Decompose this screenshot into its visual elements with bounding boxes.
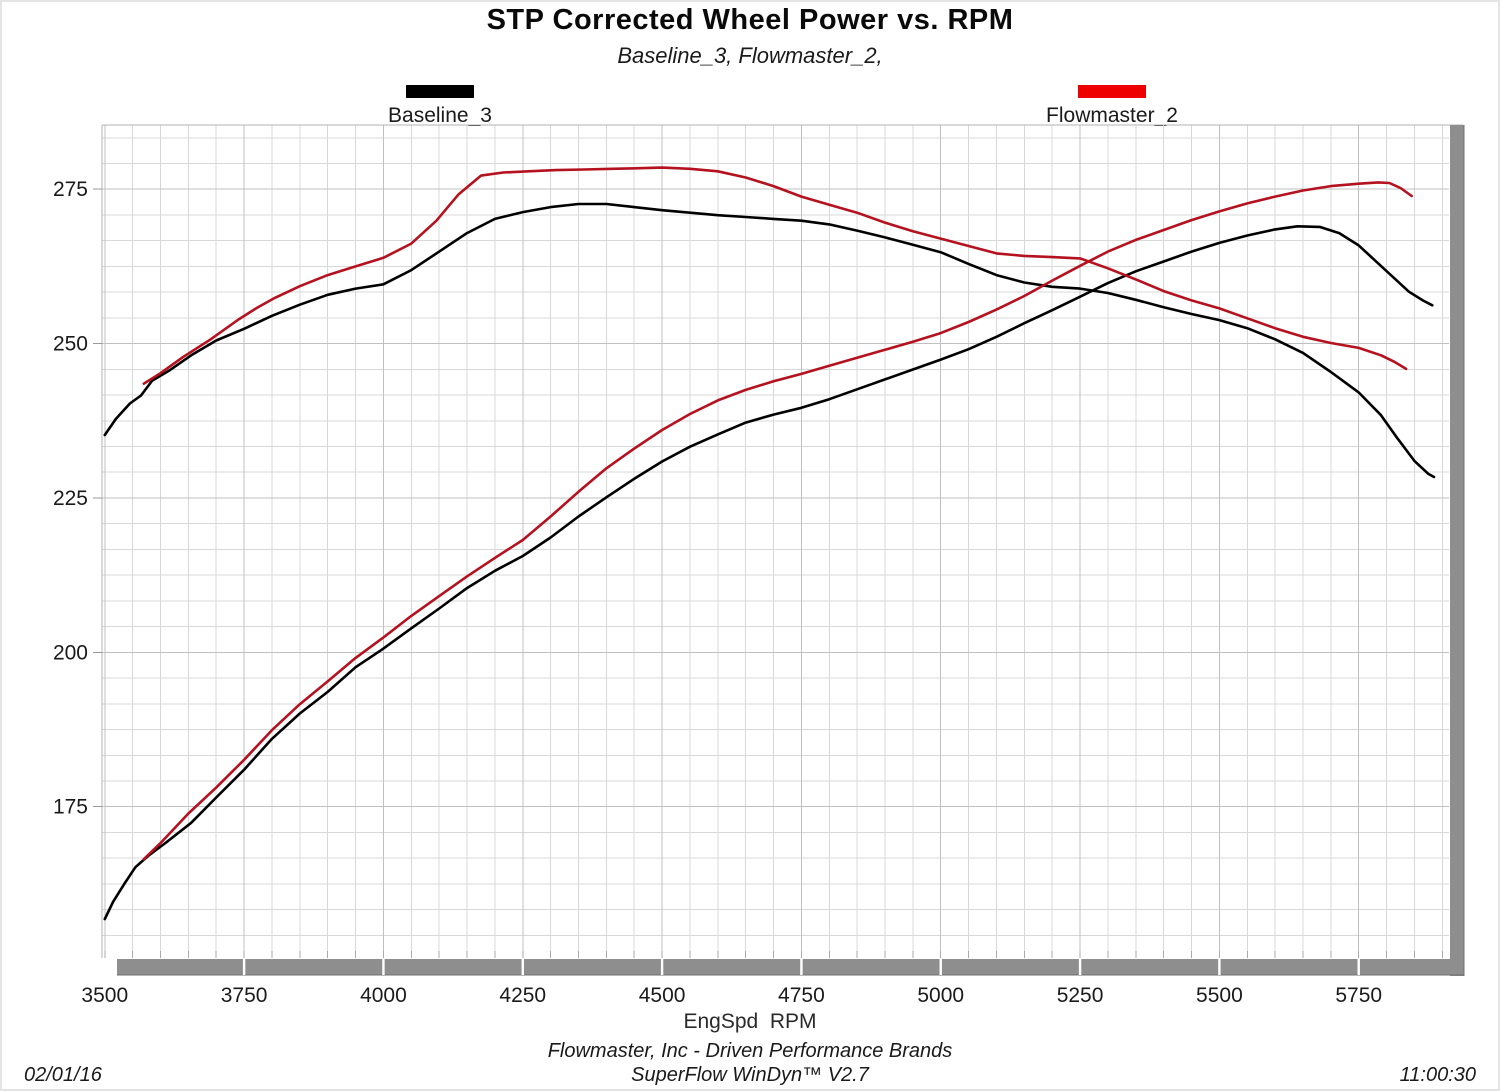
legend-label-baseline: Baseline_3 — [388, 104, 492, 127]
x-major-tick-notch — [800, 959, 803, 975]
x-major-tick-notch — [382, 959, 385, 975]
x-tick-label: 4250 — [499, 984, 546, 1007]
footer-date: 02/01/16 — [24, 1064, 102, 1086]
x-axis-title: EngSpd RPM — [683, 1010, 817, 1033]
x-tick-label: 4750 — [778, 984, 825, 1007]
legend-item-flowmaster: Flowmaster_2 — [1002, 85, 1222, 128]
curve-baseline_3-lower — [103, 225, 1434, 921]
x-major-tick-notch — [660, 959, 664, 975]
y-tick-label: 250 — [53, 333, 88, 356]
page-title: STP Corrected Wheel Power vs. RPM — [486, 4, 1014, 36]
x-major-tick-notch — [1218, 959, 1221, 975]
x-tick-label: 5500 — [1196, 984, 1243, 1007]
x-tick-label: 3750 — [221, 984, 268, 1007]
y-tick-label: 275 — [53, 178, 88, 201]
chart-subtitle: Baseline_3, Flowmaster_2, — [617, 43, 883, 68]
legend-item-baseline: Baseline_3 — [330, 85, 550, 128]
baseline-color-swatch — [406, 85, 474, 98]
x-major-tick-notch — [1078, 959, 1082, 975]
x-tick-label: 3500 — [81, 984, 128, 1007]
x-tick-label: 4000 — [360, 984, 407, 1007]
curve-baseline_3-upper — [103, 202, 1436, 479]
flowmaster-color-swatch — [1078, 85, 1146, 98]
y-tick-label: 200 — [53, 641, 88, 664]
right-axis-bar — [1450, 125, 1464, 976]
legend-label-flowmaster: Flowmaster_2 — [1046, 104, 1178, 127]
y-tick-label: 225 — [53, 487, 88, 510]
x-major-tick-notch — [939, 959, 942, 975]
footer-software-line: SuperFlow WinDyn™ V2.7 — [631, 1064, 869, 1086]
x-major-tick-notch — [242, 959, 246, 975]
curve-flowmaster_2-upper — [142, 166, 1408, 386]
bottom-axis-bar — [117, 959, 1464, 975]
x-tick-label: 5750 — [1335, 984, 1382, 1007]
chart-canvas: 175 200 225 250 275 3500 3750 4000 4250 4500 4750 5… — [53, 124, 1465, 1007]
x-tick-label: 5000 — [917, 984, 964, 1007]
x-major-tick-notch — [1357, 959, 1360, 975]
x-tick-label: 5250 — [1057, 984, 1104, 1007]
x-major-tick-notch — [521, 959, 524, 975]
footer-time: 11:00:30 — [1399, 1064, 1476, 1086]
curve-flowmaster_2-lower — [142, 181, 1413, 861]
x-tick-label: 4500 — [639, 984, 686, 1007]
footer-company-line: Flowmaster, Inc - Driven Performance Bra… — [547, 1040, 953, 1062]
y-tick-label: 175 — [53, 796, 88, 819]
